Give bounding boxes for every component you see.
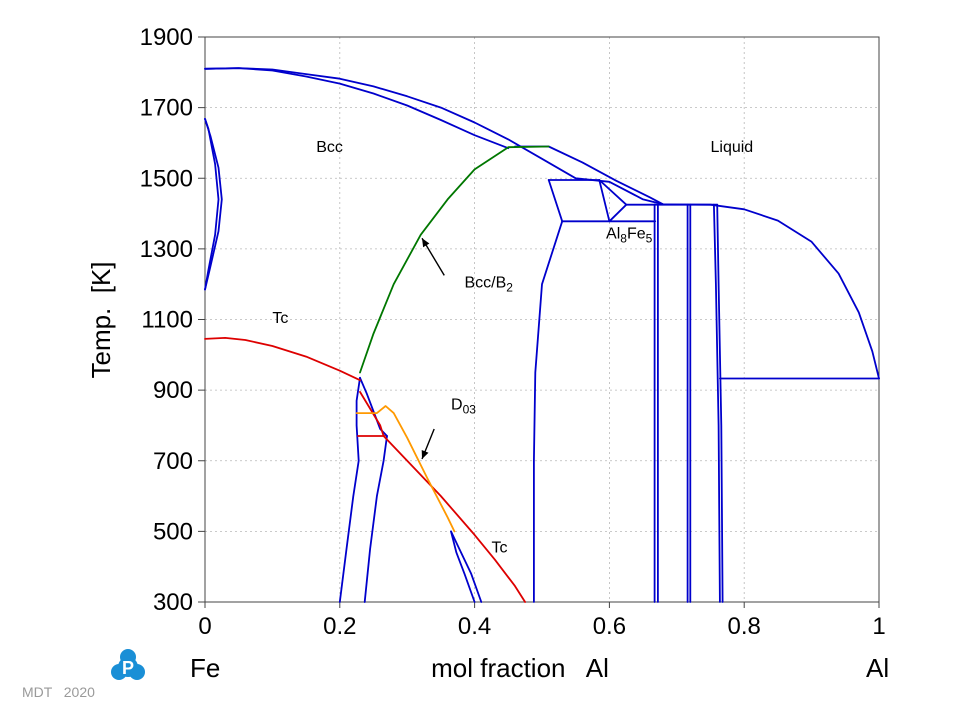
series-line-phase-boundary bbox=[662, 203, 880, 380]
x-tick-label: 0.8 bbox=[728, 613, 761, 640]
x-tick-label: 0 bbox=[198, 613, 211, 640]
y-axis-label: Temp. [K] bbox=[86, 261, 116, 378]
y-tick-label: 1100 bbox=[141, 307, 193, 334]
x-tick-label: 0.4 bbox=[458, 613, 491, 640]
x-axis-label: mol fraction Al bbox=[431, 653, 609, 683]
series-line-phase-boundary bbox=[450, 530, 476, 603]
phase-label: Liquid bbox=[711, 139, 754, 156]
plot-frame bbox=[204, 36, 880, 603]
series-line-d03 bbox=[355, 405, 456, 533]
y-tick-label: 1700 bbox=[140, 95, 193, 122]
logo: P bbox=[111, 649, 145, 680]
phase-label: Bcc/B2 bbox=[464, 275, 513, 295]
phase-boundaries bbox=[204, 67, 880, 603]
series-line-phase-boundary bbox=[533, 220, 564, 603]
phase-label: Tc bbox=[272, 310, 288, 327]
y-tick-label: 900 bbox=[153, 377, 193, 404]
series-line-phase-boundary bbox=[716, 203, 724, 603]
annotation-arrows bbox=[421, 237, 445, 460]
series-line-phase-boundary bbox=[608, 203, 628, 223]
x-tick-label: 0.6 bbox=[593, 613, 626, 640]
watermark: MDT 2020 bbox=[22, 684, 95, 700]
series-line-phase-boundary bbox=[450, 530, 483, 603]
logo-center-icon bbox=[118, 657, 138, 677]
series-line-phase-boundary bbox=[204, 118, 223, 291]
series-line-phase-boundary bbox=[338, 376, 361, 603]
series-line-phase-boundary bbox=[598, 179, 628, 206]
y-tick-label: 500 bbox=[153, 518, 193, 545]
series-line-tc bbox=[359, 390, 526, 603]
phase-label: D03 bbox=[451, 397, 476, 417]
x-tick-label: 1 bbox=[872, 613, 885, 640]
x-tick-label: 0.2 bbox=[323, 613, 356, 640]
arrowhead-icon bbox=[422, 238, 430, 248]
x-tick-labels: 0 0.2 0.4 0.6 0.8 1 bbox=[198, 613, 885, 640]
series-line-phase-boundary bbox=[547, 179, 564, 223]
series-line-phase-boundary bbox=[204, 67, 665, 206]
y-tick-label: 1500 bbox=[140, 165, 193, 192]
phase-label: Tc bbox=[491, 540, 507, 557]
phase-annotations: Bcc Liquid Al8Fe5 Bcc/B2 Tc D03 Tc bbox=[272, 139, 753, 557]
phase-label: Al8Fe5 bbox=[606, 225, 653, 245]
y-tick-label: 1900 bbox=[140, 24, 193, 51]
y-tick-label: 700 bbox=[153, 448, 193, 475]
series-line-phase-boundary bbox=[598, 179, 611, 223]
left-endpoint-label: Fe bbox=[190, 653, 220, 683]
right-endpoint-label: Al bbox=[866, 653, 889, 683]
y-tick-labels: 300 500 700 900 1100 1300 1500 1700 1900 bbox=[140, 24, 193, 616]
series-line-phase-boundary bbox=[713, 203, 721, 603]
y-tick-label: 300 bbox=[153, 589, 193, 616]
logo-letter: P bbox=[122, 658, 134, 678]
arrowhead-icon bbox=[421, 449, 429, 459]
series-line-tc bbox=[204, 336, 361, 382]
series-line-phase-boundary bbox=[363, 435, 388, 603]
series-line-phase-boundary bbox=[204, 67, 510, 150]
phase-label: Bcc bbox=[316, 139, 343, 156]
series-line-phase-boundary bbox=[359, 376, 388, 437]
series-line-bcc-b2 bbox=[359, 145, 550, 374]
y-tick-label: 1300 bbox=[140, 236, 193, 263]
